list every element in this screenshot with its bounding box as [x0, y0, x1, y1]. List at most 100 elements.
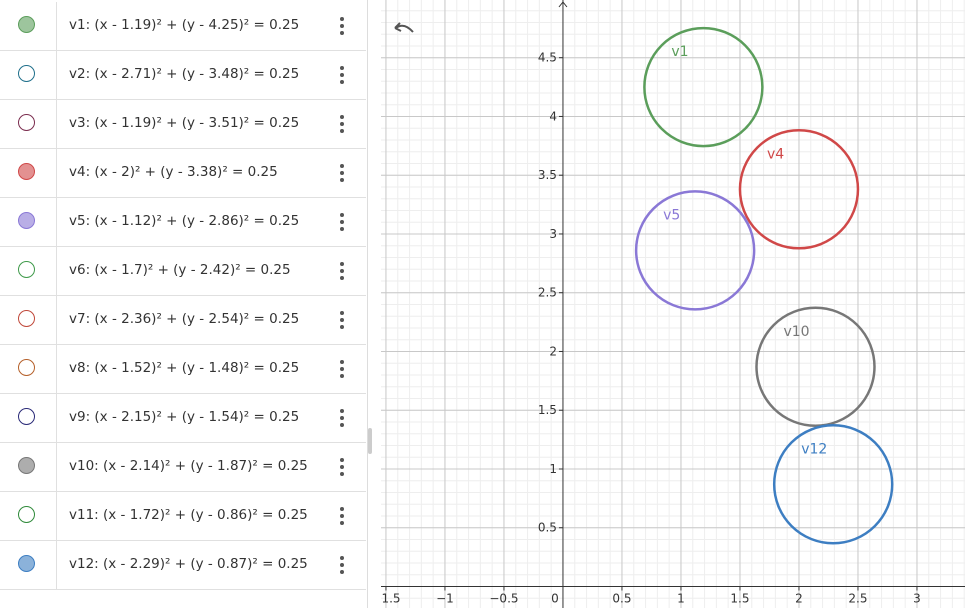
- x-tick-label: 1.5: [730, 591, 749, 605]
- definition: v8: (x - 1.52)² + (y - 1.48)² = 0.25: [69, 360, 300, 376]
- visibility-toggle[interactable]: [18, 359, 35, 376]
- icon-cell: [0, 51, 57, 99]
- menu-dot: [340, 514, 344, 518]
- menu-dot: [340, 423, 344, 427]
- circle[interactable]: [643, 26, 764, 148]
- icon-cell: [0, 296, 57, 344]
- menu-dot: [340, 409, 344, 413]
- menu-dot: [340, 507, 344, 511]
- visibility-toggle[interactable]: [18, 114, 35, 131]
- menu-dot: [340, 262, 344, 266]
- definition: v2: (x - 2.71)² + (y - 3.48)² = 0.25: [69, 66, 300, 82]
- object-label: v5: [663, 207, 680, 223]
- visibility-toggle[interactable]: [18, 212, 35, 229]
- menu-dot: [340, 171, 344, 175]
- menu-dot: [340, 178, 344, 182]
- definition: v4: (x - 2)² + (y - 3.38)² = 0.25: [69, 164, 278, 180]
- more-menu[interactable]: [336, 555, 348, 575]
- menu-dot: [340, 269, 344, 273]
- object-label: v12: [801, 441, 827, 457]
- icon-cell: [0, 443, 57, 491]
- circle[interactable]: [738, 129, 860, 250]
- menu-dot: [340, 276, 344, 280]
- more-menu[interactable]: [336, 310, 348, 330]
- visibility-toggle[interactable]: [18, 65, 35, 82]
- menu-dot: [340, 570, 344, 574]
- menu-dot: [340, 311, 344, 315]
- more-menu[interactable]: [336, 359, 348, 379]
- scrollbar[interactable]: [368, 428, 372, 454]
- x-tick-label: −1.5: [381, 591, 401, 605]
- menu-dot: [340, 458, 344, 462]
- grid: −1.5 −1 −0.5 0 0.5 1 1.5 2 2.5 3 0.5 1 1.5 2 2.5 3 3.5 4 4…: [381, 0, 965, 608]
- visibility-toggle[interactable]: [18, 506, 35, 523]
- y-tick-label: 0.5: [538, 521, 557, 535]
- definition: v7: (x - 2.36)² + (y - 2.54)² = 0.25: [69, 311, 300, 327]
- algebra-view: v1: (x - 1.19)² + (y - 4.25)² = 0.25 v2: …: [0, 0, 368, 608]
- menu-dot: [340, 318, 344, 322]
- x-tick-label: −1: [436, 591, 454, 605]
- object-label: v4: [767, 146, 784, 162]
- more-menu[interactable]: [336, 261, 348, 281]
- more-menu[interactable]: [336, 506, 348, 526]
- menu-dot: [340, 220, 344, 224]
- algebra-row[interactable]: v5: (x - 1.12)² + (y - 2.86)² = 0.25: [0, 198, 366, 247]
- x-tick-label: 1: [677, 591, 685, 605]
- visibility-toggle[interactable]: [18, 261, 35, 278]
- algebra-row[interactable]: v1: (x - 1.19)² + (y - 4.25)² = 0.25: [0, 2, 366, 51]
- menu-dot: [340, 325, 344, 329]
- icon-cell: [0, 247, 57, 295]
- menu-dot: [340, 360, 344, 364]
- more-menu[interactable]: [336, 457, 348, 477]
- icon-cell: [0, 541, 57, 589]
- algebra-row[interactable]: v11: (x - 1.72)² + (y - 0.86)² = 0.25: [0, 492, 366, 541]
- undo-button[interactable]: [394, 22, 414, 33]
- menu-dot: [340, 556, 344, 560]
- more-menu[interactable]: [336, 16, 348, 36]
- circle[interactable]: [772, 424, 894, 545]
- visibility-toggle[interactable]: [18, 310, 35, 327]
- more-menu[interactable]: [336, 163, 348, 183]
- visibility-toggle[interactable]: [18, 16, 35, 33]
- algebra-row[interactable]: v6: (x - 1.7)² + (y - 2.42)² = 0.25: [0, 247, 366, 296]
- y-tick-label: 4: [549, 109, 557, 123]
- menu-dot: [340, 465, 344, 469]
- more-menu[interactable]: [336, 212, 348, 232]
- algebra-row[interactable]: v10: (x - 2.14)² + (y - 1.87)² = 0.25: [0, 443, 366, 492]
- y-tick-label: 1: [549, 462, 557, 476]
- definition: v5: (x - 1.12)² + (y - 2.86)² = 0.25: [69, 213, 300, 229]
- visibility-toggle[interactable]: [18, 408, 35, 425]
- x-tick-label: 2: [795, 591, 803, 605]
- icon-cell: [0, 345, 57, 393]
- menu-dot: [340, 80, 344, 84]
- menu-dot: [340, 227, 344, 231]
- more-menu[interactable]: [336, 114, 348, 134]
- algebra-row[interactable]: v9: (x - 2.15)² + (y - 1.54)² = 0.25: [0, 394, 366, 443]
- circle[interactable]: [634, 190, 756, 311]
- algebra-row[interactable]: v8: (x - 1.52)² + (y - 1.48)² = 0.25: [0, 345, 366, 394]
- visibility-toggle[interactable]: [18, 163, 35, 180]
- circle[interactable]: [755, 306, 876, 428]
- y-tick-label: 2.5: [538, 286, 557, 300]
- visibility-toggle[interactable]: [18, 457, 35, 474]
- menu-dot: [340, 17, 344, 21]
- menu-dot: [340, 73, 344, 77]
- x-tick-label: 2.5: [848, 591, 867, 605]
- definition: v9: (x - 2.15)² + (y - 1.54)² = 0.25: [69, 409, 300, 425]
- y-tick-label: 1.5: [538, 403, 557, 417]
- icon-cell: [0, 198, 57, 246]
- y-tick-label: 3: [549, 227, 557, 241]
- x-tick-label: −0.5: [489, 591, 518, 605]
- x-tick-label: 0.5: [612, 591, 631, 605]
- visibility-toggle[interactable]: [18, 555, 35, 572]
- algebra-row[interactable]: v2: (x - 2.71)² + (y - 3.48)² = 0.25: [0, 51, 366, 100]
- y-tick-label: 3.5: [538, 168, 557, 182]
- more-menu[interactable]: [336, 65, 348, 85]
- algebra-row[interactable]: v4: (x - 2)² + (y - 3.38)² = 0.25: [0, 149, 366, 198]
- more-menu[interactable]: [336, 408, 348, 428]
- algebra-row[interactable]: v12: (x - 2.29)² + (y - 0.87)² = 0.25: [0, 541, 366, 590]
- algebra-row[interactable]: v3: (x - 1.19)² + (y - 3.51)² = 0.25: [0, 100, 366, 149]
- menu-dot: [340, 472, 344, 476]
- algebra-row[interactable]: v7: (x - 2.36)² + (y - 2.54)² = 0.25: [0, 296, 366, 345]
